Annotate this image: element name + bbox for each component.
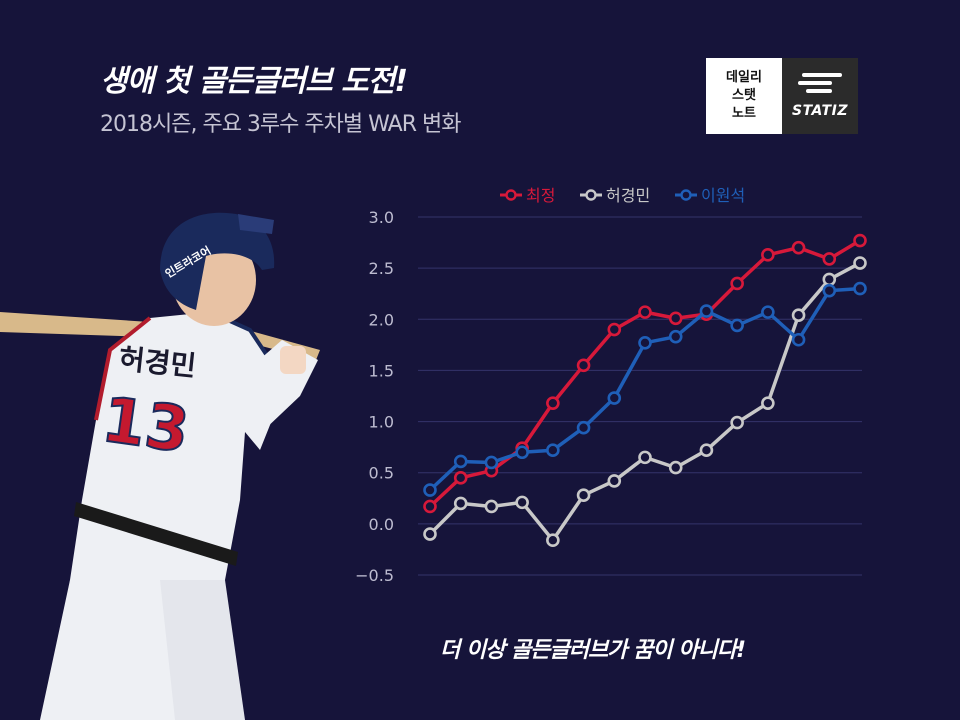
jersey-name: 허경민 [117, 342, 197, 383]
statiz-logo: STATIZ [782, 58, 858, 134]
data-point [484, 499, 499, 514]
legend-swatch-marker [680, 189, 692, 201]
data-point [423, 499, 437, 514]
legend-swatch-marker [505, 189, 517, 201]
y-tick-label: 2.5 [369, 259, 394, 278]
data-point [761, 396, 775, 410]
statiz-stripes-icon [798, 73, 842, 99]
data-point [607, 322, 622, 337]
data-point [546, 396, 560, 410]
daily-stat-note-logo: 데일리 스탯 노트 [706, 58, 782, 134]
data-point [638, 305, 652, 319]
y-tick-label: 1.5 [369, 361, 394, 380]
y-tick-label: −0.5 [355, 566, 394, 585]
data-point [546, 533, 560, 548]
data-point [484, 455, 499, 470]
legend-label: 허경민 [606, 186, 650, 205]
data-point [761, 248, 775, 262]
data-point [668, 460, 683, 475]
data-point [853, 256, 867, 270]
badge-line-2: 스탯 [732, 88, 756, 103]
data-point [607, 391, 622, 405]
y-tick-label: 1.0 [369, 413, 394, 432]
player-illustration: 허경민 13 인트라코어 [0, 212, 320, 720]
data-point [453, 471, 468, 485]
legend-label: 이원석 [701, 186, 745, 205]
series-line-2 [428, 261, 862, 542]
data-point [453, 496, 468, 511]
data-point [699, 443, 714, 458]
data-point [791, 308, 806, 322]
data-point [576, 488, 591, 503]
badge-line-1: 데일리 [726, 70, 762, 85]
data-point [853, 233, 867, 248]
data-point [423, 527, 437, 541]
chart-legend: 최정 허경민 이원석 [500, 186, 745, 205]
tagline: 더 이상 골든글러브가 꿈이 아니다! [440, 638, 746, 663]
statiz-wordmark: STATIZ [792, 103, 848, 119]
legend-label: 최정 [526, 186, 555, 205]
data-point [822, 283, 837, 298]
y-tick-label: 0.0 [369, 515, 394, 534]
data-point [515, 445, 529, 460]
glove-icon [280, 346, 306, 374]
data-point [853, 281, 867, 296]
data-point [576, 358, 591, 373]
data-point [668, 329, 683, 344]
data-point [638, 336, 652, 350]
data-point [791, 240, 806, 255]
data-point [730, 276, 744, 291]
data-point [730, 415, 744, 430]
y-tick-label: 3.0 [369, 208, 394, 227]
page-title: 생애 첫 골든글러브 도전! [100, 64, 408, 99]
data-point [791, 332, 806, 347]
y-tick-label: 0.5 [369, 464, 394, 483]
data-point [638, 450, 652, 465]
war-line-chart: 최정 허경민 이원석 3.0 2.5 2.0 1.5 1.0 0.5 0.0 −0.5 [355, 186, 867, 585]
statiz-badge: 데일리 스탯 노트 STATIZ [706, 58, 858, 134]
y-tick-label: 2.0 [369, 310, 394, 329]
data-point [453, 454, 468, 469]
data-point [515, 495, 529, 510]
chart-grid: 3.0 2.5 2.0 1.5 1.0 0.5 0.0 −0.5 [355, 208, 862, 585]
data-point [730, 318, 744, 333]
data-point [423, 483, 437, 497]
chart-series [423, 233, 867, 548]
legend-swatch-marker [585, 189, 597, 201]
data-point [576, 420, 591, 435]
badge-line-3: 노트 [732, 106, 756, 121]
data-point [607, 474, 622, 488]
jersey-number: 13 [98, 383, 194, 467]
helmet-icon [160, 212, 275, 310]
data-point [822, 272, 837, 287]
belt-shape [74, 502, 238, 566]
data-point [822, 252, 837, 266]
data-point [699, 304, 714, 318]
data-point [761, 305, 775, 319]
data-point [668, 311, 683, 326]
data-point [546, 443, 560, 458]
page-subtitle: 2018시즌, 주요 3루수 주차별 WAR 변화 [100, 112, 461, 137]
